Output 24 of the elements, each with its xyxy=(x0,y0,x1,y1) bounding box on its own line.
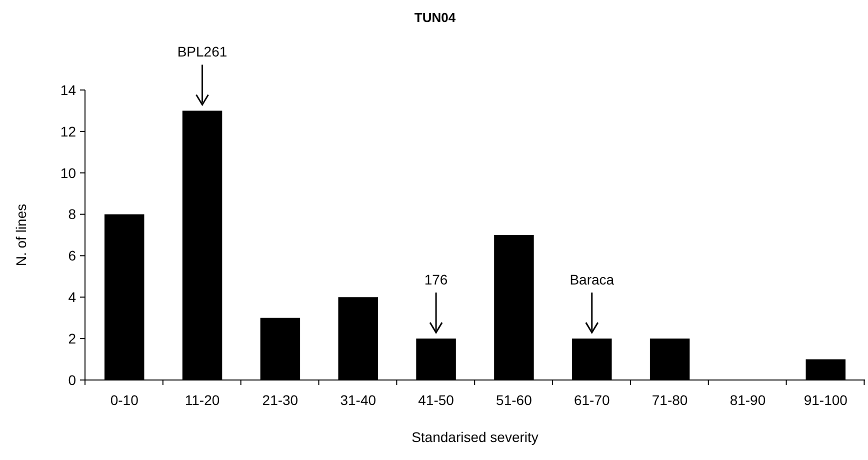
x-tick-label: 91-100 xyxy=(804,392,848,408)
x-tick-label: 41-50 xyxy=(418,392,454,408)
annotation: Baraca xyxy=(570,272,614,288)
y-tick-label: 14 xyxy=(60,82,76,98)
x-tick-label: 0-10 xyxy=(110,392,139,408)
chart-title: TUN04 xyxy=(414,10,456,25)
x-tick-label: 21-30 xyxy=(262,392,298,408)
x-tick-label: 51-60 xyxy=(496,392,532,408)
x-tick-label: 61-70 xyxy=(574,392,610,408)
x-tick-label: 81-90 xyxy=(730,392,766,408)
annotation: BPL261 xyxy=(177,44,228,60)
x-tick-label: 71-80 xyxy=(652,392,688,408)
y-axis-title: N. of lines xyxy=(13,204,29,266)
y-tick-label: 8 xyxy=(68,206,76,222)
y-tick-label: 4 xyxy=(68,289,76,306)
y-tick-label: 0 xyxy=(68,372,76,388)
y-tick-label: 6 xyxy=(68,248,76,264)
y-tick-label: 10 xyxy=(60,164,76,181)
x-tick-label: 31-40 xyxy=(340,392,376,408)
annotation: 176 xyxy=(424,272,448,288)
y-tick-label: 2 xyxy=(68,330,76,346)
x-axis-title: Standarised severity xyxy=(412,429,538,445)
x-tick-label: 11-20 xyxy=(184,392,220,408)
y-tick-label: 12 xyxy=(60,123,76,140)
